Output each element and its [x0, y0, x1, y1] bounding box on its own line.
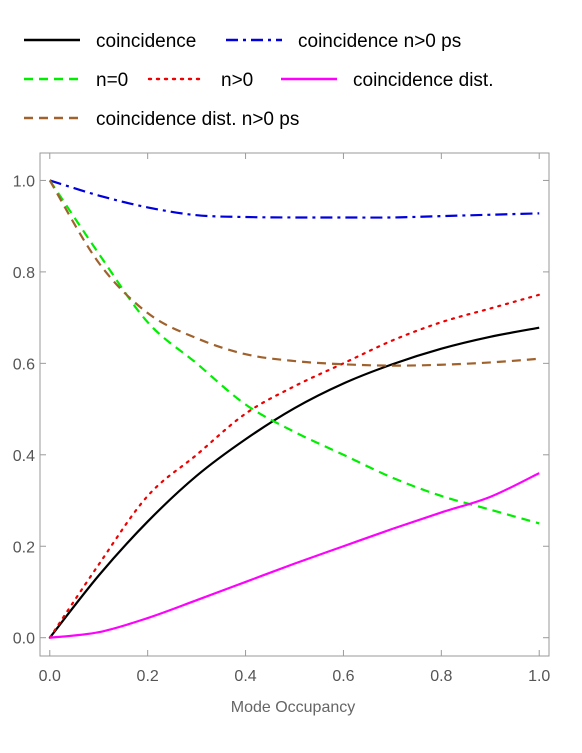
- x-tick-label: 0.2: [137, 668, 159, 685]
- x-axis-title: Mode Occupancy: [231, 699, 356, 716]
- legend-label: n>0: [221, 70, 253, 91]
- x-tick-label: 0.8: [430, 668, 452, 685]
- legend-item-n-0: n>0: [147, 70, 253, 91]
- series-line-coincidence-n-0-ps: [49, 179, 540, 219]
- plot-frame: [39, 152, 550, 657]
- x-tick-label: 0.0: [39, 668, 61, 685]
- legend-item-coincidence-dist-n-0-ps: coincidence dist. n>0 ps: [24, 109, 299, 130]
- legend-label: coincidence dist. n>0 ps: [96, 109, 299, 130]
- series-line-coincidence-dist: [49, 472, 540, 639]
- legend-label: n=0: [96, 70, 128, 91]
- x-tick-label: 0.6: [332, 668, 354, 685]
- x-tick-label: 1.0: [528, 668, 550, 685]
- legend-label: coincidence dist.: [353, 70, 493, 91]
- legend: coincidence coincidence n>0 ps n=0 n>0 coinc…: [24, 31, 493, 130]
- series-line-n-0: [48, 293, 541, 639]
- series-line-n-0: [48, 179, 540, 525]
- y-tick-label: 0.4: [13, 448, 35, 465]
- y-tick-label: 0.8: [13, 265, 35, 282]
- legend-item-coincidence-dist: coincidence dist.: [281, 70, 493, 91]
- series-line-coincidence-dist-n-0-ps: [48, 179, 540, 367]
- legend-label: coincidence: [96, 31, 196, 52]
- legend-item-coincidence-n-0-ps: coincidence n>0 ps: [226, 31, 461, 52]
- legend-item-coincidence: coincidence: [24, 31, 196, 52]
- y-tick-label: 0.0: [13, 631, 35, 648]
- plot-border: [39, 152, 550, 657]
- legend-label: coincidence n>0 ps: [298, 31, 461, 52]
- y-tick-label: 0.2: [13, 539, 35, 556]
- plot-area: [48, 179, 541, 639]
- x-tick-label: 0.4: [234, 668, 256, 685]
- y-tick-label: 1.0: [13, 173, 35, 190]
- legend-item-n-0: n=0: [24, 70, 128, 91]
- y-tick-label: 0.6: [13, 356, 35, 373]
- series-line-coincidence: [48, 326, 540, 639]
- axis-ticks: 0.0 0.2 0.4 0.6 0.8 1.0 0.0 0.2 0.4 0.6 0.8 1.0: [13, 153, 550, 685]
